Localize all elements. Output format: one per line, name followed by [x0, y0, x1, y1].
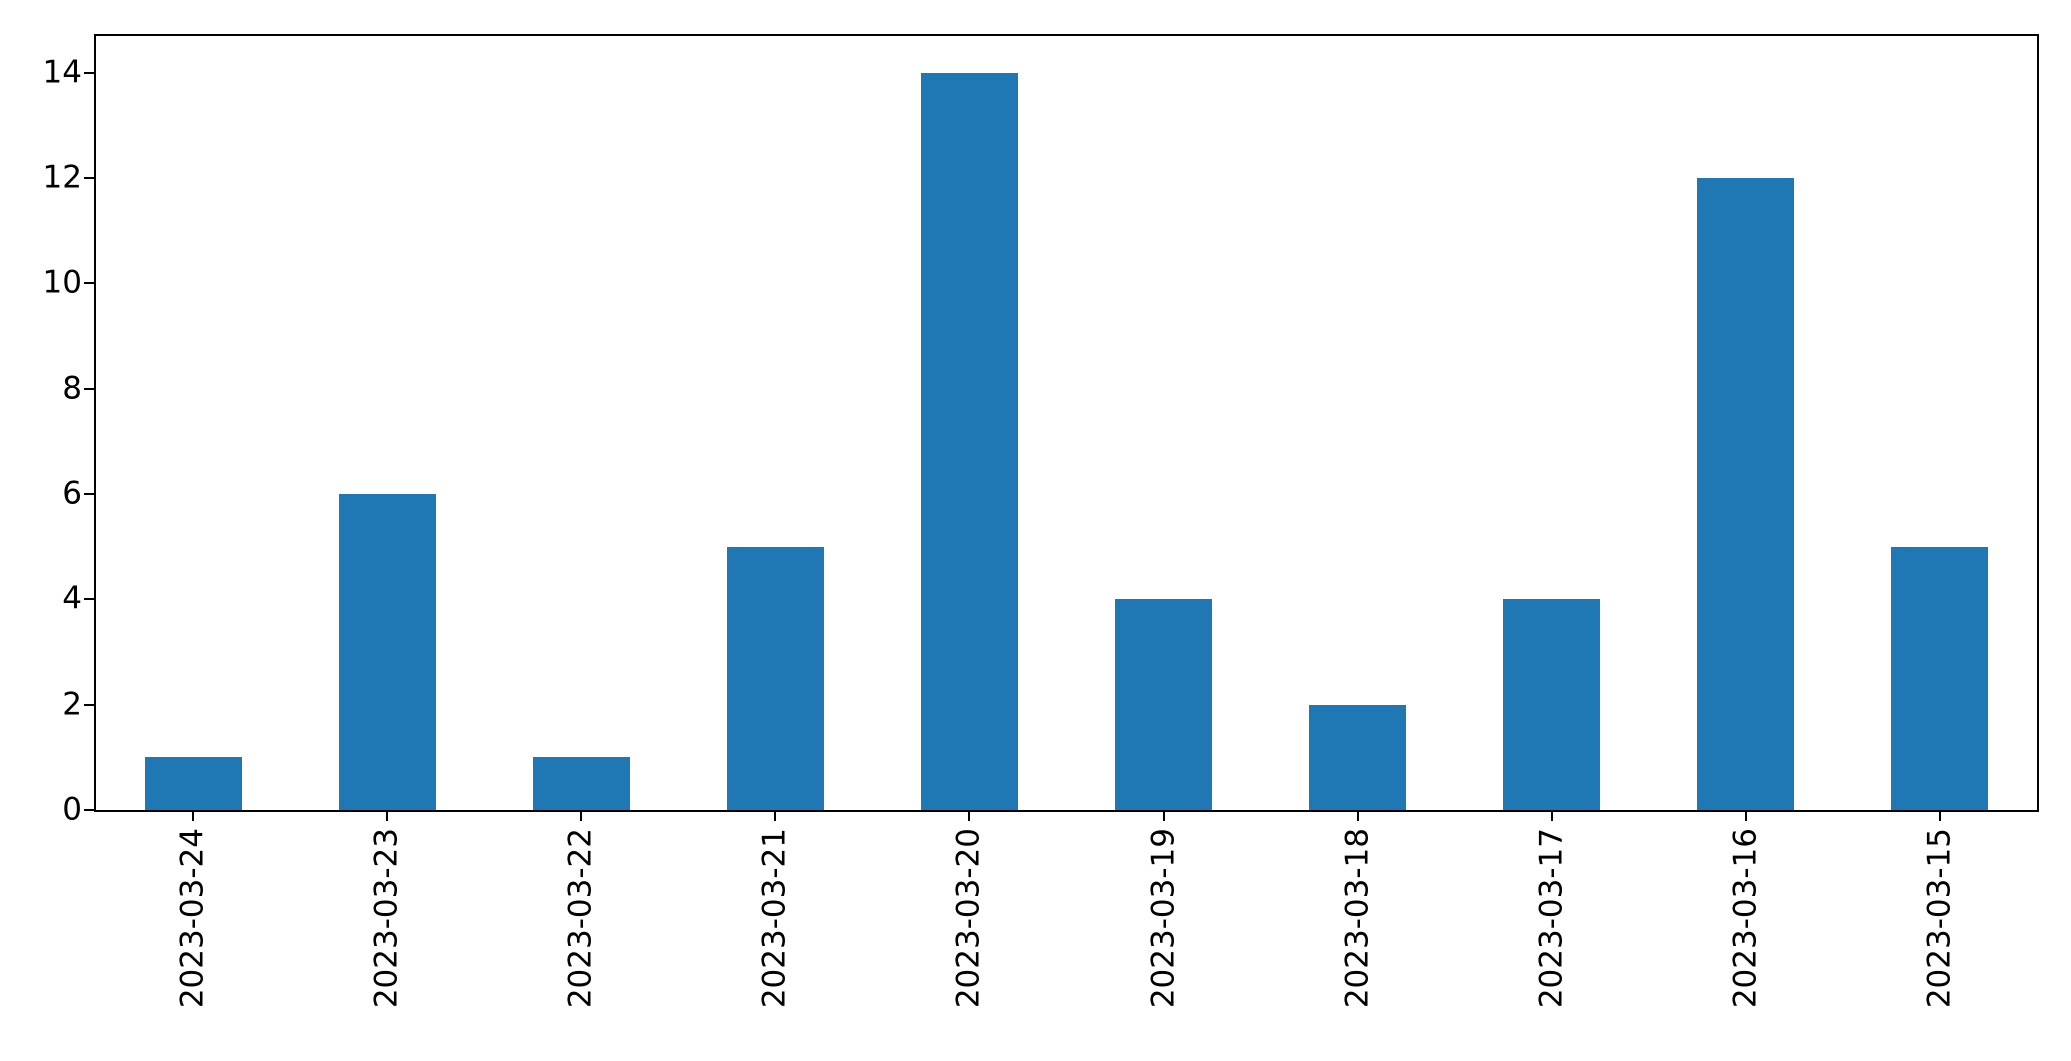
y-tick-label: 10 — [42, 264, 82, 301]
y-tick-mark — [84, 177, 94, 180]
bar — [1115, 599, 1213, 810]
x-tick-label: 2023-03-21 — [756, 828, 793, 1009]
x-tick-label: 2023-03-24 — [174, 828, 211, 1009]
y-tick-label: 0 — [62, 791, 82, 828]
x-tick-label: 2023-03-22 — [562, 828, 599, 1009]
y-tick-mark — [84, 598, 94, 601]
bar — [726, 546, 824, 810]
x-tick-mark — [1162, 812, 1165, 821]
x-tick-mark — [1938, 812, 1941, 821]
x-tick-label: 2023-03-18 — [1339, 828, 1376, 1009]
y-tick-mark — [84, 282, 94, 285]
y-tick-label: 8 — [62, 370, 82, 407]
y-tick-label: 14 — [42, 54, 82, 91]
x-tick-label: 2023-03-23 — [368, 828, 405, 1009]
x-tick-mark — [386, 812, 389, 821]
plot-area: 0 2 4 6 8 10 12 14 2023-03-24 2023-03-23 2023-03-… — [43, 34, 2039, 1008]
y-tick-label: 4 — [62, 580, 82, 617]
bar — [338, 494, 436, 810]
x-tick-mark — [1550, 812, 1553, 821]
x-tick-label: 2023-03-19 — [1145, 828, 1182, 1009]
y-tick-mark — [84, 493, 94, 496]
x-tick-label: 2023-03-17 — [1533, 828, 1570, 1009]
y-tick-mark — [84, 387, 94, 390]
y-tick-mark — [84, 809, 94, 811]
x-tick-label: 2023-03-20 — [950, 828, 987, 1009]
x-tick-mark — [192, 812, 195, 821]
x-tick-mark — [1356, 812, 1359, 821]
bar — [1891, 546, 1989, 810]
x-tick-mark — [774, 812, 777, 821]
x-tick-mark — [580, 812, 583, 821]
y-tick-label: 2 — [62, 686, 82, 723]
bar — [532, 757, 630, 810]
x-tick-label: 2023-03-16 — [1727, 828, 1764, 1009]
y-tick-label: 6 — [62, 475, 82, 512]
bar — [920, 72, 1018, 810]
bar — [1309, 704, 1407, 810]
y-tick-label: 12 — [42, 159, 82, 196]
bar — [144, 757, 242, 810]
y-tick-mark — [84, 71, 94, 74]
y-tick-mark — [84, 703, 94, 706]
x-tick-label: 2023-03-15 — [1921, 828, 1958, 1009]
x-tick-mark — [1744, 812, 1747, 821]
bar — [1503, 599, 1601, 810]
x-tick-mark — [968, 812, 971, 821]
bar — [1697, 178, 1795, 810]
